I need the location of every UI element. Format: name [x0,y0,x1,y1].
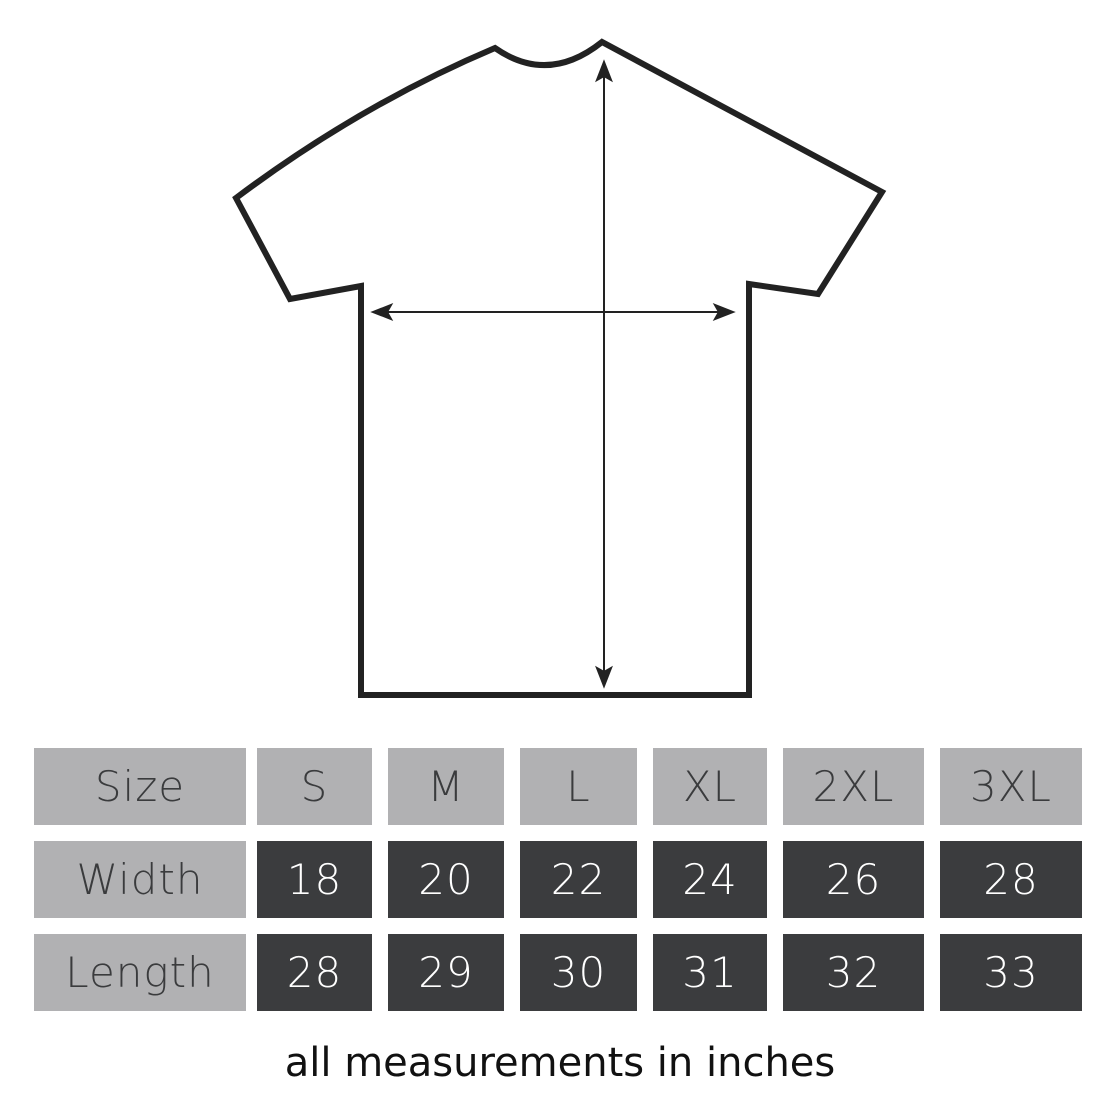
tshirt-outline [232,38,887,698]
table-value-cell: 30 [520,934,637,1011]
tshirt-diagram [232,38,887,698]
row-label-width: Width [34,841,246,918]
table-value-cell: 31 [653,934,767,1011]
table-value-cell: 32 [783,934,924,1011]
header-size-xl: XL [653,748,767,825]
width-arrow [370,303,736,321]
table-value-cell: 18 [257,841,372,918]
table-value-cell: 22 [520,841,637,918]
table-value-cell: 20 [388,841,504,918]
units-caption: all measurements in inches [284,1040,836,1086]
table-value-cell: 29 [388,934,504,1011]
header-size-2xl: 2XL [783,748,924,825]
header-label-size: Size [34,748,246,825]
header-size-s: S [257,748,372,825]
table-value-cell: 28 [257,934,372,1011]
header-size-l: L [520,748,637,825]
table-value-cell: 28 [940,841,1082,918]
table-value-cell: 33 [940,934,1082,1011]
length-arrow [595,59,613,689]
table-value-cell: 24 [653,841,767,918]
header-size-m: M [388,748,504,825]
row-label-length: Length [34,934,246,1011]
header-size-3xl: 3XL [940,748,1082,825]
table-value-cell: 26 [783,841,924,918]
